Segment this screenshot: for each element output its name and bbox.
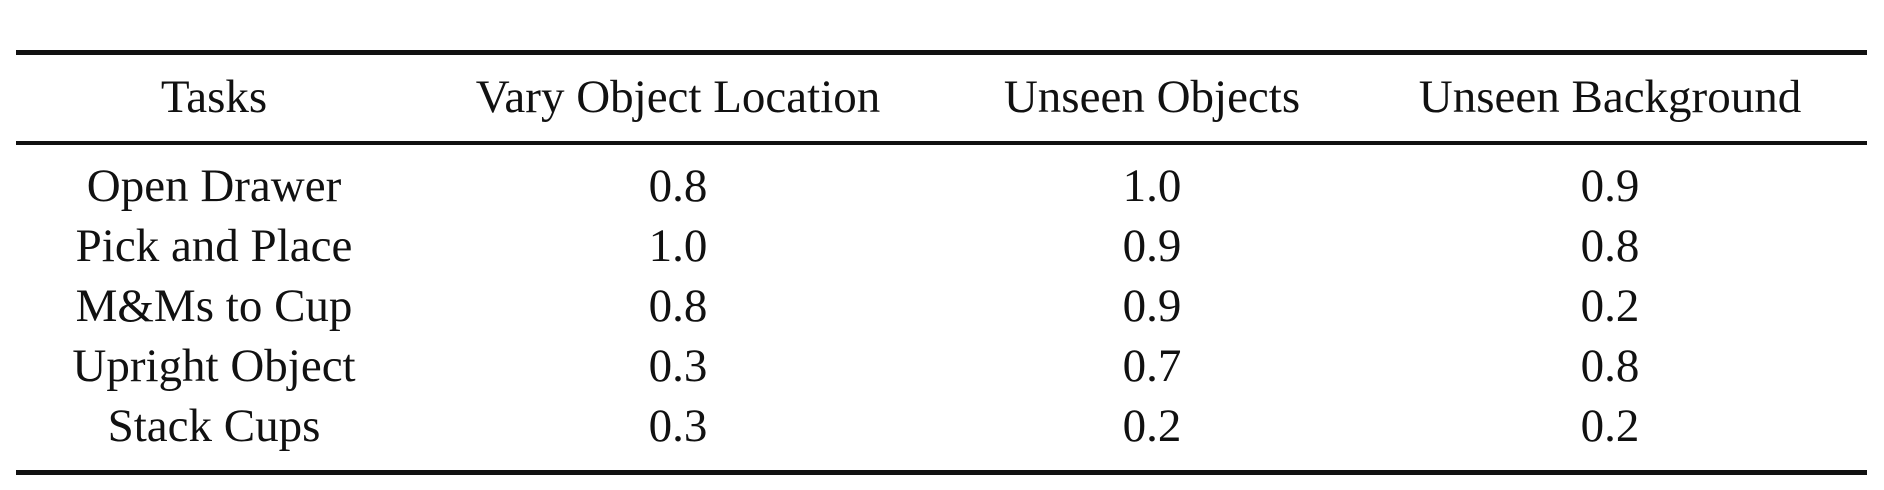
- header-rule: [16, 141, 1867, 145]
- success-rate-cell: 0.2: [1580, 400, 1640, 452]
- success-rate-cell: 0.8: [1580, 340, 1640, 392]
- bottom-rule: [16, 470, 1867, 475]
- top-rule: [16, 50, 1867, 55]
- success-rate-cell: 0.2: [1580, 280, 1640, 332]
- column-header: Unseen Objects: [1003, 71, 1301, 123]
- success-rate-cell: 0.8: [648, 160, 708, 212]
- task-name-cell: Pick and Place: [75, 220, 353, 272]
- success-rate-cell: 1.0: [648, 220, 708, 272]
- success-rate-cell: 0.9: [1122, 280, 1182, 332]
- task-name-cell: Stack Cups: [107, 400, 321, 452]
- success-rate-cell: 0.9: [1122, 220, 1182, 272]
- column-header: Vary Object Location: [475, 71, 881, 123]
- success-rate-cell: 0.8: [648, 280, 708, 332]
- success-rate-cell: 0.7: [1122, 340, 1182, 392]
- success-rate-cell: 1.0: [1122, 160, 1182, 212]
- success-rate-cell: 0.3: [648, 400, 708, 452]
- column-header: Unseen Background: [1418, 71, 1802, 123]
- column-header: Tasks: [160, 71, 268, 123]
- task-name-cell: Open Drawer: [86, 160, 342, 212]
- success-rate-cell: 0.2: [1122, 400, 1182, 452]
- task-name-cell: M&Ms to Cup: [75, 280, 353, 332]
- success-rate-cell: 0.8: [1580, 220, 1640, 272]
- success-rate-cell: 0.3: [648, 340, 708, 392]
- success-rate-cell: 0.9: [1580, 160, 1640, 212]
- task-name-cell: Upright Object: [72, 340, 356, 392]
